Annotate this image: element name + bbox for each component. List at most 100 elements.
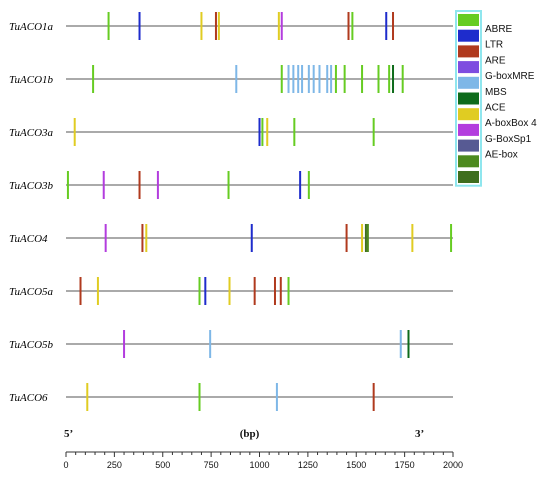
- element-mark: [104, 224, 107, 252]
- gene-label: TuACO5a: [9, 286, 54, 298]
- element-mark: [92, 65, 95, 93]
- gene-label: TuACO4: [9, 233, 48, 245]
- element-mark: [385, 12, 388, 40]
- element-mark: [79, 277, 82, 305]
- element-mark: [392, 65, 395, 93]
- element-mark: [253, 277, 256, 305]
- legend-swatch: [458, 76, 479, 89]
- element-mark: [280, 12, 283, 40]
- gene-track: TuACO5a: [9, 277, 453, 305]
- element-mark: [345, 224, 348, 252]
- legend-swatch: [458, 108, 479, 121]
- element-mark: [361, 65, 364, 93]
- legend-swatch: [458, 45, 479, 58]
- element-mark: [372, 118, 375, 146]
- element-mark: [277, 12, 280, 40]
- element-mark: [273, 277, 276, 305]
- element-mark: [261, 118, 264, 146]
- element-mark: [301, 65, 304, 93]
- legend-label: G-boxMRE: [485, 71, 535, 82]
- element-mark: [388, 65, 391, 93]
- element-mark: [297, 65, 300, 93]
- element-mark: [198, 277, 201, 305]
- gene-track: TuACO3a: [9, 118, 453, 146]
- axis-tick-label: 1250: [298, 460, 318, 470]
- element-mark: [326, 65, 329, 93]
- element-mark: [102, 171, 105, 199]
- element-mark: [372, 383, 375, 411]
- legend-swatch: [458, 14, 479, 26]
- element-mark: [312, 65, 315, 93]
- element-mark: [200, 12, 203, 40]
- legend-label: LTR: [485, 40, 503, 51]
- element-mark: [145, 224, 148, 252]
- element-mark: [66, 171, 69, 199]
- gene-label: TuACO3b: [9, 180, 54, 192]
- legend-label: AE-box: [485, 150, 518, 161]
- gene-track: TuACO1b: [9, 65, 453, 93]
- element-mark: [407, 330, 410, 358]
- element-mark: [107, 12, 110, 40]
- element-mark: [287, 65, 290, 93]
- element-mark: [156, 171, 159, 199]
- axis-tick-label: 2000: [443, 460, 463, 470]
- gene-track: TuACO5b: [9, 330, 453, 358]
- three-prime-label: 3’: [415, 428, 424, 440]
- element-mark: [292, 65, 295, 93]
- legend-label: MBS: [485, 87, 507, 98]
- axis-tick-label: 500: [155, 460, 170, 470]
- element-mark: [307, 65, 310, 93]
- element-mark: [96, 277, 99, 305]
- gene-track: TuACO4: [9, 224, 453, 252]
- axis-tick-label: 1500: [346, 460, 366, 470]
- element-mark: [361, 224, 364, 252]
- element-mark: [258, 118, 261, 146]
- element-mark: [279, 277, 282, 305]
- legend-swatch: [458, 61, 479, 74]
- element-mark: [86, 383, 89, 411]
- element-mark: [401, 65, 404, 93]
- element-mark: [138, 171, 141, 199]
- legend: ABRE LTR ARE G-boxMRE MBS ACE A-boxBox 4 G-BoxS…: [455, 10, 537, 187]
- element-mark: [377, 65, 380, 93]
- element-mark: [227, 171, 230, 199]
- element-mark: [209, 330, 212, 358]
- element-mark: [275, 383, 278, 411]
- five-prime-label: 5’: [64, 428, 73, 440]
- element-mark: [293, 118, 296, 146]
- legend-label: A-boxBox 4: [485, 118, 537, 129]
- axis-tick-label: 0: [63, 460, 68, 470]
- element-mark: [266, 118, 269, 146]
- gene-track: TuACO6: [9, 383, 453, 411]
- element-mark: [299, 171, 302, 199]
- axis-tick-label: 1000: [249, 460, 269, 470]
- element-mark: [204, 277, 207, 305]
- element-mark: [280, 65, 283, 93]
- element-mark: [235, 65, 238, 93]
- element-mark: [198, 383, 201, 411]
- gene-track: TuACO1a: [9, 12, 453, 40]
- gene-label: TuACO6: [9, 392, 48, 404]
- element-mark: [364, 224, 367, 252]
- bp-axis: 0 250 500 750 1000 1250 1500 1750 2000 5’ (bp) 3’: [63, 428, 463, 470]
- element-mark: [411, 224, 414, 252]
- element-mark: [141, 224, 144, 252]
- gene-tracks: TuACO1a TuACO1b TuACO3a TuACO3b TuACO4 TuACO5…: [9, 12, 453, 411]
- element-mark: [330, 65, 333, 93]
- axis-tick-label: 1750: [395, 460, 415, 470]
- element-mark: [217, 12, 220, 40]
- axis-tick-label: 250: [107, 460, 122, 470]
- legend-swatch: [458, 123, 479, 136]
- element-mark: [450, 224, 453, 252]
- legend-swatch: [458, 155, 479, 168]
- legend-swatch: [458, 92, 479, 105]
- gene-label: TuACO1b: [9, 74, 54, 86]
- element-mark: [228, 277, 231, 305]
- element-mark: [214, 12, 217, 40]
- element-mark: [73, 118, 76, 146]
- legend-label: ABRE: [485, 24, 513, 35]
- element-mark: [138, 12, 141, 40]
- legend-swatch: [458, 171, 479, 183]
- legend-label: ARE: [485, 55, 506, 66]
